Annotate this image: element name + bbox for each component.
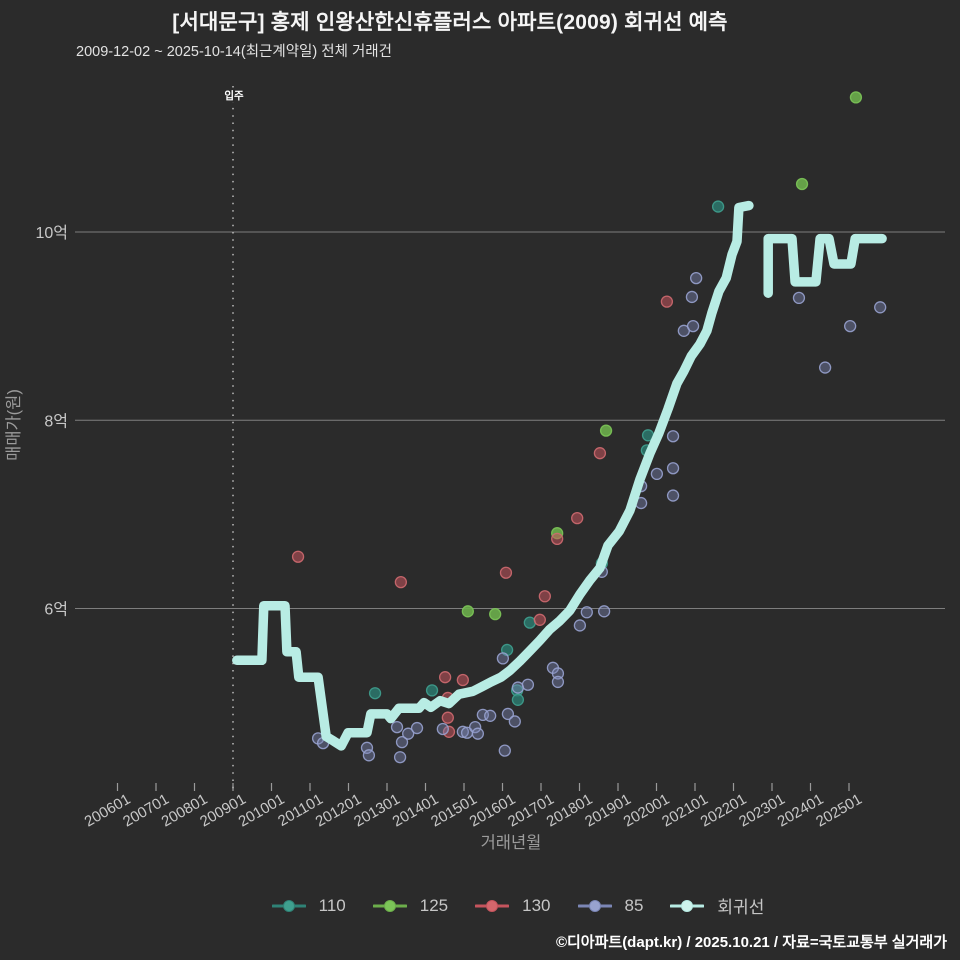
legend-label: 130 <box>522 895 551 915</box>
y-tick-label: 6억 <box>44 601 68 619</box>
scatter-point-85 <box>874 301 887 314</box>
scatter-point-130 <box>660 295 674 308</box>
scatter-point-125 <box>461 605 475 618</box>
scatter-point-130 <box>442 725 456 738</box>
scatter-point-85 <box>597 605 611 618</box>
scatter-point-130 <box>438 671 452 684</box>
legend-label: 85 <box>624 895 644 915</box>
scatter-point-85 <box>508 715 521 728</box>
scatter-point-85 <box>362 749 376 762</box>
scatter-point-110 <box>425 684 439 697</box>
scatter-point-85 <box>551 675 565 689</box>
scatter-point-85 <box>390 720 404 734</box>
scatter-point-85 <box>666 462 680 475</box>
chart-title: [서대문구] 홍제 인왕산한신휴플러스 아파트(2009) 회귀선 예측 <box>172 11 728 34</box>
scatter-point-85 <box>436 722 449 736</box>
regression-line-segment <box>232 200 754 751</box>
y-axis-title: 매매가(원) <box>4 389 23 461</box>
regression-line-segment <box>763 233 887 298</box>
scatter-point-85 <box>690 271 703 285</box>
scatter-point-125 <box>849 91 863 104</box>
legend-marker-icon <box>271 899 306 912</box>
scatter-point-85 <box>844 319 857 333</box>
scatter-point-85 <box>686 319 700 333</box>
scatter-point-85 <box>498 744 511 757</box>
scatter-point-130 <box>499 566 513 579</box>
scatter-point-85 <box>511 681 525 694</box>
scatter-point-85 <box>521 678 535 691</box>
scatter-point-110 <box>523 616 536 629</box>
scatter-point-110 <box>711 200 725 213</box>
scatter-layer <box>291 91 887 764</box>
scatter-point-85 <box>501 707 515 721</box>
scatter-point-85 <box>666 430 680 443</box>
scatter-point-125 <box>795 177 809 191</box>
scatter-point-85 <box>650 467 664 481</box>
scatter-point-110 <box>368 687 382 700</box>
scatter-point-130 <box>551 532 564 545</box>
scatter-point-85 <box>410 721 424 735</box>
tick-layer: 10억8억6억200601200701200801200901201001201… <box>35 224 865 830</box>
scatter-point-130 <box>533 613 546 626</box>
scatter-point-85 <box>484 709 497 722</box>
credit-text: ©디아파트(dapt.kr) / 2025.10.21 / 자료=국토교통부 실… <box>555 934 947 951</box>
scatter-point-130 <box>441 711 454 724</box>
legend-marker-icon <box>475 899 510 912</box>
scatter-point-125 <box>599 424 613 437</box>
scatter-point-85 <box>573 619 587 632</box>
scatter-point-130 <box>291 550 305 563</box>
y-tick-label: 8억 <box>44 412 68 430</box>
scatter-point-85 <box>456 725 469 738</box>
scatter-point-85 <box>471 727 485 740</box>
legend-item-110[interactable]: 110 <box>271 895 346 916</box>
chart-subtitle: 2009-12-02 ~ 2025-10-14(최근계약일) 전체 거래건 <box>76 44 392 60</box>
legend-marker-icon <box>670 899 705 912</box>
scatter-point-85 <box>393 751 407 764</box>
scatter-point-85 <box>551 667 565 680</box>
scatter-point-85 <box>402 727 415 740</box>
legend: 110 125 130 85 회귀선 <box>38 893 960 918</box>
legend-label: 회귀선 <box>717 898 765 917</box>
scatter-point-110 <box>511 693 525 706</box>
move-in-annotation: 입주 <box>223 90 245 102</box>
scatter-point-85 <box>580 606 593 619</box>
legend-label: 125 <box>419 895 449 915</box>
scatter-point-85 <box>469 720 482 734</box>
scatter-point-85 <box>360 741 374 754</box>
scatter-point-130 <box>538 590 551 603</box>
legend-marker-icon <box>372 899 407 912</box>
scatter-point-130 <box>571 511 584 525</box>
scatter-point-85 <box>818 361 832 374</box>
scatter-point-85 <box>666 489 680 502</box>
y-tick-label: 10억 <box>35 224 68 242</box>
scatter-point-85 <box>685 290 699 304</box>
regression-line <box>232 200 887 751</box>
legend-item-85[interactable]: 85 <box>577 895 644 916</box>
legend-marker-icon <box>577 899 612 912</box>
scatter-point-125 <box>489 607 502 621</box>
legend-item-회귀선[interactable]: 회귀선 <box>670 893 764 918</box>
legend-item-125[interactable]: 125 <box>372 895 449 916</box>
scatter-point-130 <box>394 575 408 589</box>
scatter-point-85 <box>792 291 806 305</box>
scatter-point-85 <box>395 736 409 749</box>
scatter-point-130 <box>456 673 469 687</box>
legend-item-130[interactable]: 130 <box>475 895 551 916</box>
grid-layer <box>75 231 945 609</box>
scatter-point-130 <box>593 447 607 460</box>
x-axis-title: 거래년월 <box>481 833 542 852</box>
legend-label: 110 <box>318 895 346 915</box>
scatter-point-85 <box>496 652 510 665</box>
